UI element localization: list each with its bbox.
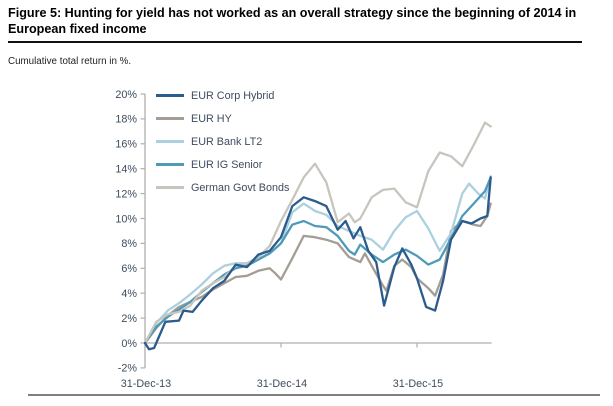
series-line-eur-bank-lt2	[143, 175, 492, 345]
figure-subtitle: Cumulative total return in %.	[8, 56, 132, 67]
legend-item-eur-ig-senior: EUR IG Senior	[156, 153, 289, 176]
bottom-rule	[28, 394, 600, 396]
y-tick-label: 2%	[121, 313, 137, 325]
y-tick-label: 8%	[121, 238, 137, 250]
legend-swatch	[156, 163, 184, 166]
figure-title: Figure 5: Hunting for yield has not work…	[8, 5, 582, 43]
y-tick-label: -2%	[118, 363, 138, 375]
legend-item-eur-bank-lt2: EUR Bank LT2	[156, 130, 289, 153]
legend-swatch	[156, 117, 184, 120]
x-tick-label: 31-Dec-13	[121, 378, 171, 390]
series-line-eur-hy	[143, 202, 492, 345]
series-line-german-govt-bonds	[143, 121, 492, 345]
legend-item-eur-corp-hybrid: EUR Corp Hybrid	[156, 84, 289, 107]
y-tick-label: 12%	[115, 188, 137, 200]
legend-label: EUR HY	[191, 112, 232, 125]
x-tick-label: 31-Dec-15	[393, 378, 443, 390]
y-tick-label: 16%	[115, 139, 137, 151]
legend-item-eur-hy: EUR HY	[156, 107, 289, 130]
y-tick-label: 10%	[115, 213, 137, 225]
legend-swatch	[156, 94, 184, 97]
legend-label: German Govt Bonds	[191, 181, 290, 194]
y-tick-label: 18%	[115, 114, 137, 126]
legend-label: EUR IG Senior	[191, 158, 263, 171]
legend-item-german-govt-bonds: German Govt Bonds	[156, 176, 289, 199]
y-tick-label: 4%	[121, 288, 137, 300]
y-tick-label: 6%	[121, 263, 137, 275]
legend-label: EUR Corp Hybrid	[191, 89, 275, 102]
chart-legend: EUR Corp Hybrid EUR HY EUR Bank LT2 EUR IG …	[156, 84, 289, 199]
x-tick-label: 31-Dec-14	[257, 378, 307, 390]
series-line-eur-corp-hybrid	[143, 176, 492, 351]
y-tick-label: 0%	[121, 338, 137, 350]
y-tick-label: 14%	[115, 164, 137, 176]
legend-swatch	[156, 140, 184, 143]
legend-swatch	[156, 186, 184, 189]
y-tick-label: 20%	[115, 89, 137, 101]
legend-label: EUR Bank LT2	[191, 135, 263, 148]
